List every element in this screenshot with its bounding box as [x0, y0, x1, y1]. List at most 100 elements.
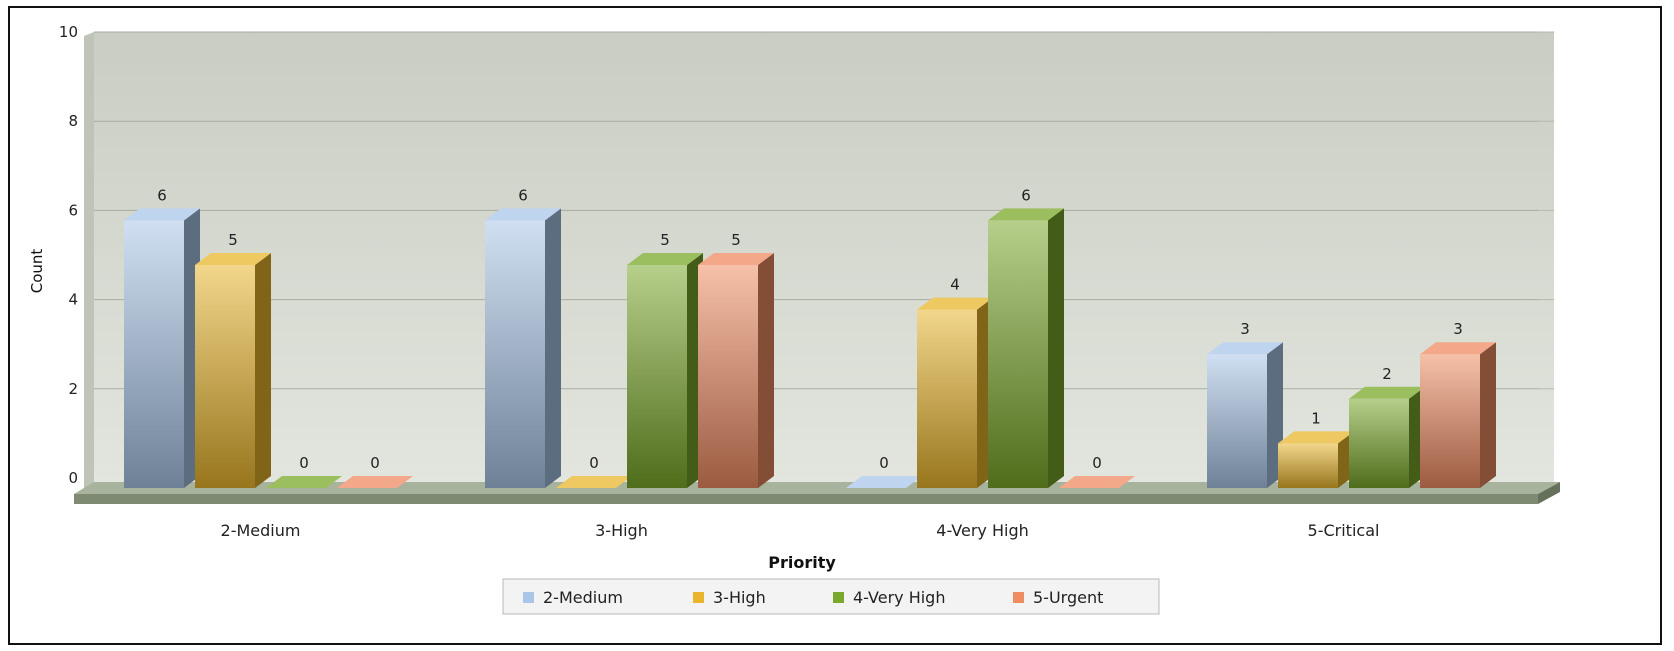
floor-top [74, 482, 1560, 494]
bar-5-Critical-2-Medium [1207, 342, 1283, 488]
bar-side [545, 208, 561, 488]
bar-side [758, 253, 774, 488]
bar-top [846, 476, 922, 488]
bar-top [556, 476, 632, 488]
legend: 2-Medium 3-High 4-Very High 5-Urgent [502, 578, 1160, 615]
bar-3-High-5-Urgent [698, 253, 774, 488]
data-label: 3 [1240, 320, 1250, 338]
legend-item: 5-Urgent [1013, 588, 1103, 607]
bar-side [1480, 342, 1496, 488]
plot-left-wall [84, 32, 94, 494]
data-label: 6 [518, 186, 528, 204]
data-label: 2 [1382, 365, 1392, 383]
x-tick-label: 4-Very High [936, 521, 1028, 540]
plot-floor [74, 482, 1560, 504]
bar-top [698, 253, 774, 265]
bar-2-Medium-2-Medium [124, 208, 200, 488]
x-tick-label: 2-Medium [221, 521, 301, 540]
legend-label: 2-Medium [543, 588, 623, 607]
y-axis-ticks: 0 2 4 6 8 10 [59, 23, 78, 487]
bar-top [988, 208, 1064, 221]
legend-item: 3-High [693, 588, 766, 607]
bar-3-High-2-Medium [485, 208, 561, 488]
legend-item: 4-Very High [833, 588, 945, 607]
chart-frame: 0 2 4 6 8 10 6 5 0 0 6 0 5 5 0 4 6 0 3 1 2 3 2-Medium 3-High 4… [8, 6, 1662, 645]
bar-top [917, 297, 993, 310]
grid-lines [94, 31, 1554, 390]
bar-front [988, 220, 1048, 488]
legend-label: 5-Urgent [1033, 588, 1103, 607]
data-label: 0 [879, 454, 889, 472]
data-label: 6 [1021, 186, 1031, 204]
data-label: 5 [731, 231, 741, 249]
data-label: 3 [1453, 320, 1463, 338]
data-label: 0 [589, 454, 599, 472]
bar-top [1059, 476, 1135, 488]
data-label: 0 [1092, 454, 1102, 472]
data-label: 0 [370, 454, 380, 472]
bar-4-Very High-5-Urgent [1059, 476, 1135, 488]
bar-front [627, 265, 687, 488]
bar-top [124, 208, 200, 221]
bar-top [1349, 386, 1425, 399]
bar-front [485, 220, 545, 488]
legend-swatch [1013, 592, 1024, 603]
bar-3-High-4-Very High [627, 253, 703, 488]
y-tick-label: 0 [68, 469, 78, 487]
bar-side [1048, 208, 1064, 488]
bar-front [1420, 354, 1480, 488]
y-tick-label: 8 [68, 112, 78, 130]
bar-5-Critical-4-Very High [1349, 386, 1425, 488]
y-axis-title: Count [28, 249, 46, 294]
data-label: 5 [228, 231, 238, 249]
bar-5-Critical-3-High [1278, 431, 1354, 488]
bar-front [1207, 354, 1267, 488]
bar-front [195, 265, 255, 488]
bar-side [255, 253, 271, 488]
data-label: 5 [660, 231, 670, 249]
floor-front [74, 494, 1538, 504]
legend-swatch [833, 592, 844, 603]
legend-item: 2-Medium [523, 588, 623, 607]
x-axis-title: Priority [768, 553, 836, 572]
x-tick-label: 3-High [595, 521, 648, 540]
bar-top [195, 253, 271, 265]
legend-label: 4-Very High [853, 588, 945, 607]
bar-front [1278, 443, 1338, 488]
bar-front [917, 309, 977, 488]
bar-4-Very High-4-Very High [988, 208, 1064, 488]
y-tick-label: 6 [68, 201, 78, 219]
bar-chart: 0 2 4 6 8 10 6 5 0 0 6 0 5 5 0 4 6 0 3 1 2 3 2-Medium 3-High 4… [28, 23, 1560, 615]
x-tick-label: 5-Critical [1308, 521, 1380, 540]
bar-4-Very High-2-Medium [846, 476, 922, 488]
legend-swatch [693, 592, 704, 603]
legend-box [502, 578, 1160, 615]
bar-2-Medium-5-Urgent [337, 476, 413, 488]
data-label: 4 [950, 276, 960, 294]
y-tick-label: 2 [68, 380, 78, 398]
bar-5-Critical-5-Urgent [1420, 342, 1496, 488]
bar-4-Very High-3-High [917, 297, 993, 488]
data-label: 0 [299, 454, 309, 472]
bar-2-Medium-3-High [195, 253, 271, 488]
bar-top [1420, 342, 1496, 355]
data-label: 1 [1311, 409, 1321, 427]
legend-swatch [523, 592, 534, 603]
category-labels: 2-Medium 3-High 4-Very High 5-Critical [221, 521, 1380, 540]
plot-background [84, 32, 1554, 494]
bar-front [698, 265, 758, 488]
y-tick-label: 10 [59, 23, 78, 41]
bar-front [124, 220, 184, 488]
bar-top [1207, 342, 1283, 355]
bar-top [627, 253, 703, 265]
bar-front [1349, 398, 1409, 488]
bar-top [266, 476, 342, 488]
bar-top [337, 476, 413, 488]
bars [124, 208, 1496, 488]
floor-side [1538, 482, 1560, 504]
bar-top [485, 208, 561, 221]
data-label: 6 [157, 186, 167, 204]
legend-label: 3-High [713, 588, 766, 607]
plot-area [94, 32, 1554, 490]
bar-top [1278, 431, 1354, 444]
